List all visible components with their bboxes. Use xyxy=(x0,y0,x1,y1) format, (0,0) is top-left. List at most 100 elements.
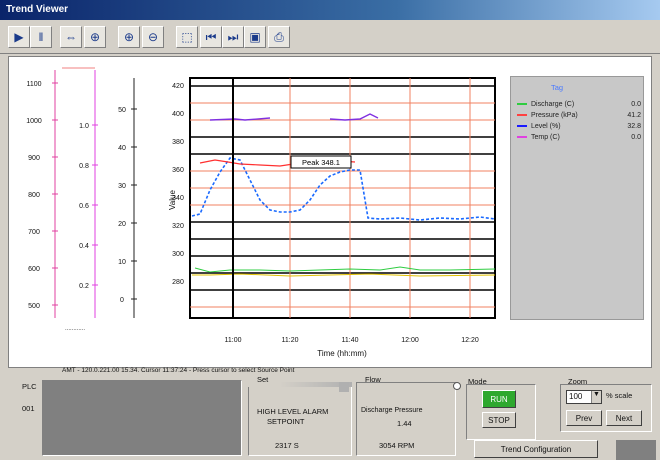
legend-item-name: Temp (C) xyxy=(531,133,560,141)
main-tick-label: 340 xyxy=(172,195,184,202)
legend-swatch xyxy=(517,103,527,105)
x-tick-label: 11:00 xyxy=(225,337,242,344)
flow-value: 3054 RPM xyxy=(379,441,415,450)
axis-1-tick-label: 600 xyxy=(28,266,40,273)
setpoint-head: Set xyxy=(257,375,269,384)
zoom-in-icon[interactable]: ⊕ xyxy=(118,26,140,48)
mode-group-label: Mode xyxy=(468,377,487,386)
step-back-icon[interactable]: ⏮ xyxy=(200,26,222,48)
x-tick-label: 12:00 xyxy=(401,337,419,344)
axis-3-tick-label: 10 xyxy=(118,259,126,266)
legend-panel: Tag Discharge (C) 0.0 Pressure (kPa) 41.2 … xyxy=(510,76,644,320)
axis-1-tick-label: 1000 xyxy=(26,118,42,125)
status-line: AMT - 120.0.221.00 15.34. Cursor 11:37:2… xyxy=(62,367,295,374)
legend-item[interactable]: Pressure (kPa) 41.2 xyxy=(517,110,641,120)
axis-2-tick-label: 0.4 xyxy=(79,243,89,250)
flow-head: Flow xyxy=(365,375,381,384)
main-tick-label: 280 xyxy=(172,279,184,286)
print-icon[interactable]: ⎙ xyxy=(268,26,290,48)
axis-1-tick-label: 800 xyxy=(28,192,40,199)
legend-item[interactable]: Temp (C) 0.0 xyxy=(517,132,641,142)
axis-1-footer: ............ xyxy=(65,326,85,332)
chart-callout-box xyxy=(290,155,352,169)
axis-3-tick-label: 50 xyxy=(118,107,126,114)
series-temp-top xyxy=(209,117,271,121)
flow-line-2: 1.44 xyxy=(397,419,412,428)
axis-3-tick-label: 0 xyxy=(120,297,124,304)
main-tick-label: 380 xyxy=(172,139,184,146)
play-icon[interactable]: ▶ xyxy=(8,26,30,48)
x-tick-label: 11:40 xyxy=(342,337,359,344)
chevron-down-icon: ▼ xyxy=(591,391,601,403)
legend-item[interactable]: Discharge (C) 0.0 xyxy=(517,99,641,109)
axis-3-tick-label: 30 xyxy=(118,183,126,190)
trend-chart[interactable]: 110010009008007006005001.00.80.60.40.250… xyxy=(0,0,660,370)
axis-1-tick-label: 1100 xyxy=(26,81,41,88)
legend-swatch xyxy=(517,114,527,116)
save-icon[interactable]: ▣ xyxy=(244,26,266,48)
x-tick-label: 12:20 xyxy=(461,337,479,344)
main-tick-label: 360 xyxy=(172,167,184,174)
flow-line-1: Discharge Pressure xyxy=(361,407,423,414)
main-plot-frame xyxy=(189,77,496,319)
legend-item-name: Discharge (C) xyxy=(531,100,575,108)
step-forward-icon[interactable]: ⏭ xyxy=(222,26,244,48)
setpoint-line-2: SETPOINT xyxy=(267,417,305,426)
zoom-group-label: Zoom xyxy=(568,377,588,386)
flow-indicator-icon xyxy=(453,382,461,390)
setpoint-value: 2317 S xyxy=(275,441,299,450)
control-panel: AMT - 120.0.221.00 15.34. Cursor 11:37:2… xyxy=(0,367,660,460)
window-title: Trend Viewer xyxy=(0,0,660,20)
main-tick-label: 320 xyxy=(172,223,184,230)
legend-item-value: 32.8 xyxy=(627,122,641,130)
flow-panel: Flow Discharge Pressure 1.44 3054 RPM xyxy=(356,375,461,456)
pause-icon[interactable]: ‖ xyxy=(30,26,52,48)
zoom-select-value: 100 xyxy=(569,392,583,401)
setpoint-panel: Set HIGH LEVEL ALARM SETPOINT 2317 S xyxy=(248,375,352,456)
legend-header: Tag xyxy=(551,83,564,92)
series-discharge xyxy=(194,266,496,273)
panel-left-value: 001 xyxy=(22,404,35,413)
prev-button[interactable]: Prev xyxy=(566,410,602,426)
run-button[interactable]: RUN xyxy=(482,390,516,408)
chart-callout: Peak 348.1 xyxy=(302,158,340,167)
panel-left-label: PLC xyxy=(22,382,37,391)
legend-item-value: 0.0 xyxy=(631,100,641,108)
axis-2-tick-label: 0.8 xyxy=(79,163,89,170)
next-button[interactable]: Next xyxy=(606,410,642,426)
main-tick-label: 300 xyxy=(172,251,184,258)
zoom-box-icon[interactable]: ⬚ xyxy=(176,26,198,48)
x-tick-label: 11:20 xyxy=(282,337,299,344)
axis-2-tick-label: 0.2 xyxy=(79,283,89,290)
legend-item-name: Level (%) xyxy=(531,122,561,130)
pan-icon[interactable]: ⇔ xyxy=(60,26,82,48)
main-tick-label: 420 xyxy=(172,83,184,90)
toolbar: ▶ ‖ ⇔ ⊕ ⊕ ⊖ ⬚ ⏮ ⏭ ▣ ⎙ xyxy=(0,20,660,54)
main-ylabel: Value xyxy=(168,190,177,210)
zoom-select[interactable]: 100 ▼ xyxy=(566,390,602,404)
axis-2-tick-label: 1.0 xyxy=(79,123,89,130)
zoom-out-icon[interactable]: ⊖ xyxy=(142,26,164,48)
axis-3-tick-label: 40 xyxy=(118,145,126,152)
crosshair-icon[interactable]: ⊕ xyxy=(84,26,106,48)
axis-1-tick-label: 500 xyxy=(28,303,40,310)
legend-item-name: Pressure (kPa) xyxy=(531,111,578,119)
axis-2-tick-label: 0.6 xyxy=(79,203,89,210)
legend-item[interactable]: Level (%) 32.8 xyxy=(517,121,641,131)
corner-block xyxy=(616,440,656,460)
series-aux xyxy=(192,273,496,277)
trend-config-button[interactable]: Trend Configuration xyxy=(474,440,598,458)
display-panel xyxy=(42,380,242,456)
zoom-group xyxy=(560,384,652,432)
setpoint-line-1: HIGH LEVEL ALARM xyxy=(257,407,329,416)
mode-group xyxy=(466,384,536,440)
legend-item-value: 41.2 xyxy=(627,111,641,119)
stop-button[interactable]: STOP xyxy=(482,412,516,428)
main-tick-label: 400 xyxy=(172,111,184,118)
zoom-unit: % scale xyxy=(606,391,633,400)
legend-swatch xyxy=(517,136,527,138)
axis-1-tick-label: 700 xyxy=(28,229,40,236)
setpoint-slider-thumb[interactable] xyxy=(339,382,349,392)
x-axis-label: Time (hh:mm) xyxy=(317,349,367,358)
series-temp-top-2 xyxy=(329,113,379,121)
